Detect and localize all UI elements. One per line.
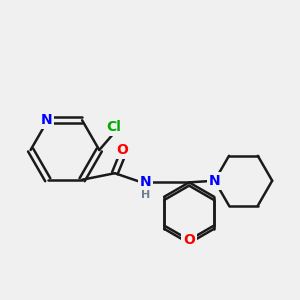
- Text: Cl: Cl: [106, 120, 122, 134]
- Text: O: O: [183, 233, 195, 247]
- Text: O: O: [183, 236, 195, 250]
- Text: N: N: [140, 176, 152, 189]
- Text: O: O: [116, 143, 128, 157]
- Text: H: H: [141, 190, 150, 200]
- Text: N: N: [40, 113, 52, 127]
- Text: N: N: [209, 174, 220, 188]
